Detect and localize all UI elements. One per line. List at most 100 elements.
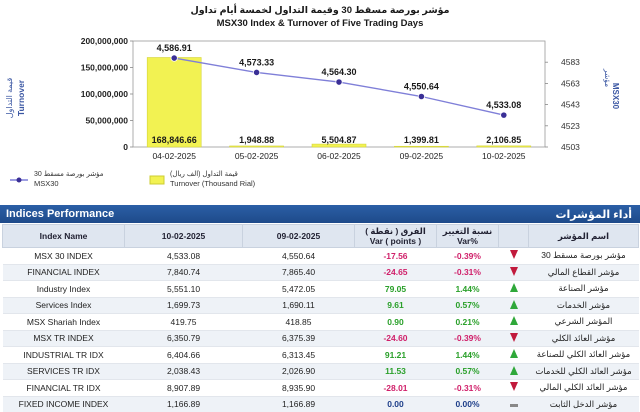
legend-bar-swatch bbox=[149, 175, 165, 185]
plot-frame bbox=[132, 40, 546, 148]
index-point bbox=[253, 68, 261, 77]
turnover-value-label: 168,846.66 bbox=[152, 135, 197, 145]
arrow-up-icon bbox=[509, 349, 518, 359]
index-name: INDUSTRIAL TR IDX bbox=[2, 346, 125, 363]
indices-table: Index Name 10-02-2025 09-02-2025 الفرق (… bbox=[2, 224, 639, 412]
table-row: INDUSTRIAL TR IDX 6,404.66 6,313.45 91.21 1.… bbox=[2, 346, 639, 363]
index-value-label: 4,564.30 bbox=[321, 67, 356, 77]
index-name: FIXED INCOME INDEX bbox=[2, 395, 125, 412]
turnover-bar bbox=[146, 57, 202, 148]
current-value: 6,350.79 bbox=[124, 329, 243, 347]
previous-value: 5,472.05 bbox=[242, 280, 355, 297]
var-percent: 0.57% bbox=[436, 362, 499, 380]
table-header-row: Index Name 10-02-2025 09-02-2025 الفرق (… bbox=[2, 224, 639, 248]
index-name: MSX Shariah Index bbox=[2, 313, 125, 330]
index-name: MSX TR INDEX bbox=[2, 329, 125, 347]
left-axis-tick-label: 150,000,000 bbox=[81, 63, 129, 73]
trend-arrow-cell bbox=[498, 313, 529, 330]
current-value: 7,840.74 bbox=[124, 263, 243, 281]
previous-value: 6,313.45 bbox=[242, 346, 355, 363]
chart-section: مؤشر بورصة مسقط 30 وقيمة التداول لخمسة أ… bbox=[0, 0, 640, 203]
var-percent: 0.57% bbox=[436, 296, 499, 314]
index-name: SERVICES TR IDX bbox=[2, 362, 125, 380]
table-row: MSX 30 INDEX 4,533.08 4,550.64 -17.56 -0.39%… bbox=[2, 247, 639, 264]
var-percent: -0.39% bbox=[436, 329, 499, 347]
trend-arrow-cell bbox=[498, 346, 529, 363]
indices-performance-title: Indices Performance bbox=[6, 208, 115, 220]
current-value: 419.75 bbox=[124, 313, 243, 330]
index-point bbox=[500, 111, 508, 119]
index-value-label: 4,586.91 bbox=[157, 43, 192, 53]
index-point bbox=[417, 92, 425, 101]
var-points: 0.90 bbox=[354, 313, 437, 330]
trend-arrow-cell bbox=[498, 247, 529, 264]
var-points: 9.61 bbox=[354, 296, 437, 314]
table-row: FINANCIAL INDEX 7,840.74 7,865.40 -24.65 -0.… bbox=[2, 263, 639, 281]
index-name-ar: مؤشر بورصة مسقط 30 bbox=[528, 247, 639, 264]
left-axis-tick-label: 50,000,000 bbox=[85, 116, 128, 126]
col-var-points: الفرق ( نقطة ) Var ( points ) bbox=[354, 224, 437, 248]
index-name-ar: مؤشر العائد الكلي للخدمات bbox=[528, 362, 639, 380]
var-percent: 0.21% bbox=[436, 313, 499, 330]
var-points: 79.05 bbox=[354, 280, 437, 297]
current-value: 1,699.73 bbox=[124, 296, 243, 314]
turnover-value-label: 5,504.87 bbox=[321, 135, 356, 145]
combo-chart: مؤشر بورصة مسقط 30 وقيمة التداول لخمسة أ… bbox=[5, 3, 620, 188]
x-axis-label: 06-02-2025 bbox=[317, 151, 361, 161]
var-percent: 1.44% bbox=[436, 346, 499, 363]
var-points: -24.65 bbox=[354, 263, 437, 281]
legend-index-ar: مؤشر بورصة مسقط 30 bbox=[34, 171, 104, 178]
index-name-ar: مؤشر الدخل الثابت bbox=[528, 395, 639, 412]
current-value: 8,907.89 bbox=[124, 379, 243, 396]
left-axis-tick-label: 0 bbox=[123, 142, 128, 152]
x-axis-label: 04-02-2025 bbox=[152, 151, 196, 161]
chart-title-ar: مؤشر بورصة مسقط 30 وقيمة التداول لخمسة أ… bbox=[190, 3, 449, 16]
arrow-down-icon bbox=[509, 266, 518, 276]
left-axis-title: Turnover bbox=[16, 79, 26, 116]
table-row: MSX TR INDEX 6,350.79 6,375.39 -24.60 -0.39%… bbox=[2, 329, 639, 347]
previous-value: 7,865.40 bbox=[242, 263, 355, 281]
legend-line-marker bbox=[16, 177, 22, 183]
x-axis-label: 10-02-2025 bbox=[482, 151, 526, 161]
trend-arrow-cell bbox=[498, 296, 529, 314]
var-percent: 0.00% bbox=[436, 395, 499, 412]
previous-value: 4,550.64 bbox=[242, 247, 355, 264]
table-row: FIXED INCOME INDEX 1,166.89 1,166.89 0.00 0.… bbox=[2, 395, 639, 412]
col-previous-date: 09-02-2025 bbox=[242, 224, 355, 248]
index-point bbox=[335, 78, 343, 86]
var-percent: -0.31% bbox=[436, 379, 499, 396]
index-name-ar: مؤشر القطاع المالي bbox=[528, 263, 639, 281]
turnover-bar bbox=[311, 143, 367, 148]
var-points: 0.00 bbox=[354, 395, 437, 412]
table-row: Services Index 1,699.73 1,690.11 9.61 0.57% م… bbox=[2, 296, 639, 314]
turnover-value-label: 1,399.81 bbox=[404, 135, 439, 145]
turnover-bar bbox=[476, 145, 532, 148]
index-name: MSX 30 INDEX bbox=[2, 247, 125, 264]
turnover-value-label: 1,948.88 bbox=[239, 135, 274, 145]
col-arrow bbox=[498, 224, 529, 248]
indices-performance-header: Indices Performance أداء المؤشرات bbox=[0, 205, 640, 223]
legend-turnover-ar: قيمة التداول (الف ريال) bbox=[170, 171, 238, 178]
arrow-up-icon bbox=[509, 299, 518, 309]
index-name-ar: مؤشر العائد الكلي للصناعة bbox=[528, 346, 639, 363]
indices-performance-title-ar: أداء المؤشرات bbox=[555, 209, 632, 221]
index-point bbox=[170, 54, 178, 62]
table-row: MSX Shariah Index 419.75 418.85 0.90 0.21% ال… bbox=[2, 313, 639, 330]
current-value: 2,038.43 bbox=[124, 362, 243, 380]
index-name: FINANCIAL TR IDX bbox=[2, 379, 125, 396]
index-name-ar: المؤشر الشرعي bbox=[528, 313, 639, 330]
index-name: Industry Index bbox=[2, 280, 125, 297]
x-axis-label: 09-02-2025 bbox=[400, 151, 444, 161]
legend-index: MSX30 bbox=[34, 179, 59, 188]
index-name-ar: مؤشر العائد الكلي bbox=[528, 329, 639, 347]
arrow-up-icon bbox=[509, 316, 518, 326]
table-row: FINANCIAL TR IDX 8,907.89 8,935.90 -28.01 -0… bbox=[2, 379, 639, 396]
index-name-ar: مؤشر الصناعة bbox=[528, 280, 639, 297]
col-index-name: Index Name bbox=[2, 224, 125, 248]
col-index-name-ar: اسم المؤشر bbox=[528, 224, 639, 248]
previous-value: 6,375.39 bbox=[242, 329, 355, 347]
trend-arrow-cell bbox=[498, 329, 529, 347]
current-value: 1,166.89 bbox=[124, 395, 243, 412]
index-value-label: 4,533.08 bbox=[486, 100, 521, 110]
